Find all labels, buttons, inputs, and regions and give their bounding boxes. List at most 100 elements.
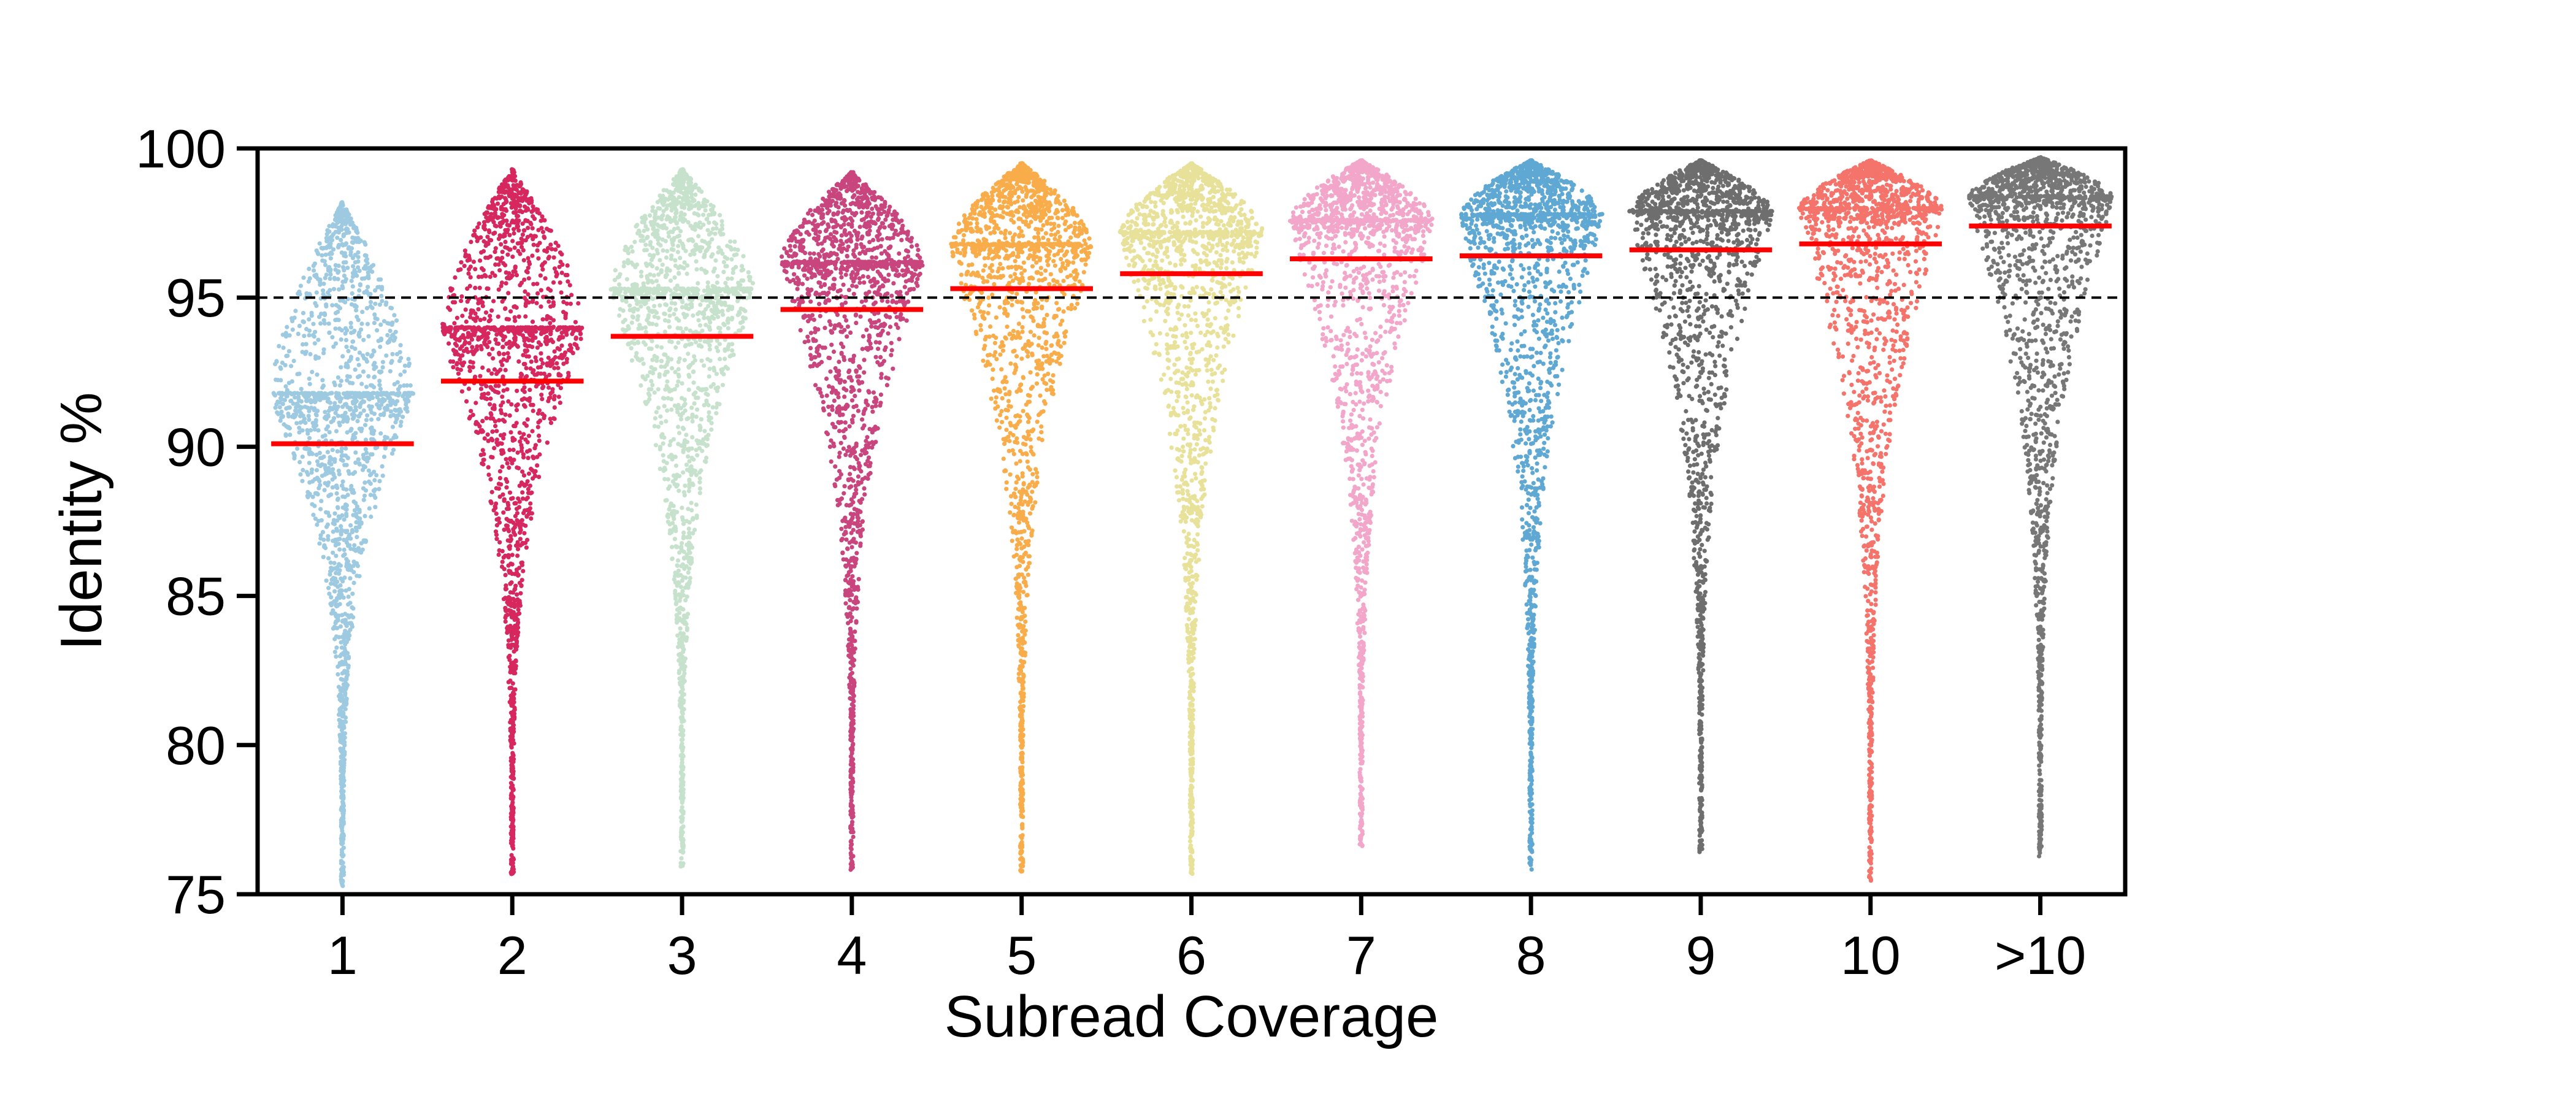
data-point [688, 363, 692, 367]
data-point [325, 392, 329, 396]
data-point [559, 252, 564, 256]
data-point [317, 542, 321, 546]
data-point [334, 645, 339, 650]
data-point [522, 531, 526, 535]
data-point [689, 288, 694, 292]
data-point [484, 215, 488, 220]
data-point [331, 539, 335, 543]
data-point [698, 427, 702, 432]
data-point [494, 512, 499, 516]
data-point [335, 310, 340, 314]
data-point [558, 401, 562, 405]
data-point [504, 368, 508, 372]
data-point [687, 485, 691, 489]
data-point [519, 373, 524, 377]
data-point [340, 842, 344, 846]
data-point [527, 448, 532, 453]
data-point [351, 264, 355, 269]
data-point [309, 405, 313, 410]
data-point [696, 386, 700, 390]
data-point [490, 490, 494, 494]
data-point [340, 861, 345, 865]
data-point [341, 480, 345, 484]
data-point [656, 228, 660, 232]
data-point [670, 521, 675, 525]
data-point [540, 412, 545, 416]
data-point [339, 379, 343, 383]
data-point [334, 429, 339, 433]
data-point [372, 493, 376, 497]
data-point [489, 309, 494, 313]
data-point [337, 515, 341, 519]
data-point [529, 516, 533, 521]
data-point [332, 380, 336, 385]
data-point [320, 253, 324, 258]
data-point [632, 240, 637, 244]
data-point [503, 181, 507, 185]
data-point [515, 554, 519, 558]
data-point [311, 513, 315, 517]
data-point [702, 364, 706, 368]
data-point [532, 243, 536, 247]
data-point [516, 218, 521, 223]
data-point [510, 783, 515, 788]
data-point [510, 836, 514, 840]
data-point [500, 564, 504, 569]
data-point [493, 504, 497, 508]
data-point [512, 227, 516, 231]
data-point [346, 215, 350, 219]
data-point [699, 359, 703, 363]
data-point [488, 402, 492, 407]
data-point [697, 245, 701, 250]
data-point [685, 594, 689, 599]
data-point [526, 487, 531, 491]
data-point [499, 408, 503, 412]
data-point [557, 394, 561, 399]
data-point [565, 357, 569, 361]
data-point [330, 303, 334, 307]
data-point [698, 302, 702, 307]
data-point [340, 741, 345, 745]
data-point [509, 804, 513, 808]
data-point [533, 473, 537, 478]
data-point [391, 448, 396, 452]
data-point [505, 223, 510, 227]
data-point [686, 351, 690, 356]
data-point [337, 547, 342, 551]
data-point [406, 399, 410, 403]
data-point [497, 352, 501, 356]
data-point [698, 486, 702, 491]
data-point [469, 309, 473, 313]
data-point [440, 322, 445, 326]
data-point [542, 236, 546, 240]
data-point [513, 688, 518, 692]
data-point [669, 453, 673, 457]
data-point [311, 421, 315, 425]
data-point [315, 523, 319, 527]
data-point [491, 197, 495, 202]
data-point [539, 365, 543, 369]
data-point [613, 268, 618, 272]
data-point [664, 217, 669, 221]
data-point [468, 415, 472, 419]
data-point [691, 313, 695, 318]
data-point [339, 524, 343, 528]
data-point [329, 493, 333, 497]
data-point [665, 408, 669, 413]
data-point [460, 389, 464, 394]
data-point [297, 430, 301, 434]
data-point [297, 404, 302, 408]
data-point [373, 302, 377, 306]
data-point [362, 480, 367, 485]
data-point [557, 355, 561, 359]
data-point [464, 320, 469, 324]
data-point [561, 335, 565, 339]
data-point [545, 335, 549, 339]
data-point [550, 247, 554, 251]
data-point [659, 364, 663, 369]
data-point [515, 518, 519, 523]
data-point [713, 267, 717, 271]
data-point [680, 505, 684, 510]
data-point [351, 416, 355, 421]
data-point [676, 424, 680, 429]
